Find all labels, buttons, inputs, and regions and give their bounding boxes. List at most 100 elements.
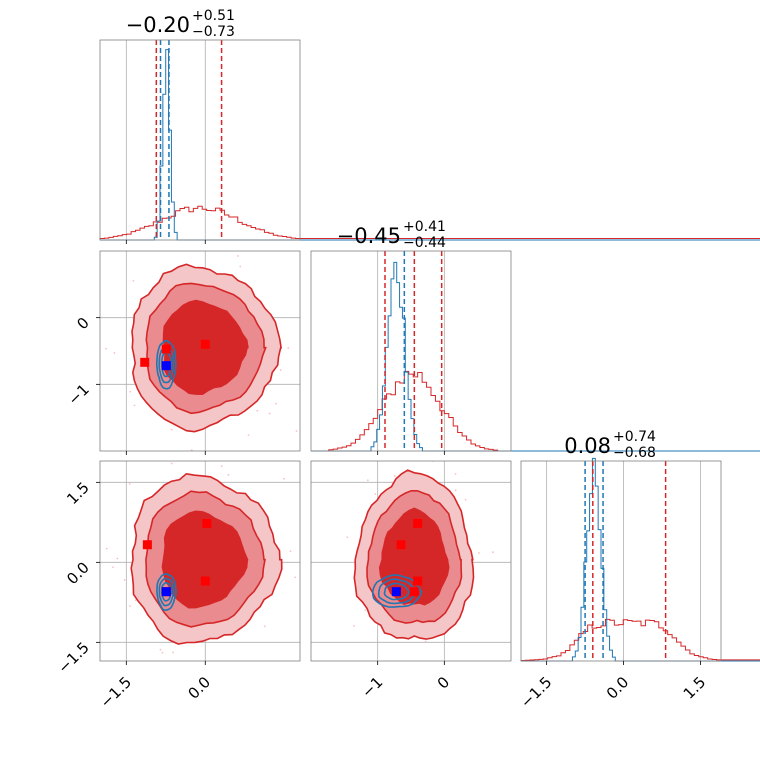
y-tick-label: 1.5 <box>63 478 93 508</box>
y-tick-label: −1.5 <box>54 638 92 676</box>
scatter-point <box>366 479 369 482</box>
scatter-point <box>113 352 116 354</box>
panel-frame-0-2 <box>99 460 301 662</box>
scatter-point <box>221 667 223 669</box>
scatter-point <box>393 475 396 477</box>
scatter-panel-0-2 <box>105 462 332 681</box>
scatter-point <box>394 665 396 667</box>
scatter-point <box>128 482 131 485</box>
scatter-point <box>225 477 227 479</box>
x-tick-label: 0.0 <box>184 673 214 703</box>
wide-contour-inner <box>378 507 450 606</box>
red-marker <box>202 518 212 528</box>
y-tick-label: 0.0 <box>63 558 93 588</box>
scatter-point <box>395 673 397 675</box>
scatter-point <box>134 599 137 602</box>
narrow-contour-1 <box>377 578 417 605</box>
title-plus: +0.51 <box>192 8 235 24</box>
scatter-point <box>161 651 164 654</box>
scatter-point <box>374 493 377 496</box>
scatter-panel-0-1 <box>105 255 309 479</box>
scatter-point <box>356 446 358 448</box>
scatter-point <box>395 424 397 426</box>
title-minus: −0.44 <box>403 235 446 251</box>
title-minus: −0.73 <box>192 24 235 40</box>
scatter-point <box>330 624 332 626</box>
narrow-histogram <box>521 457 760 662</box>
scatter-point <box>112 566 114 569</box>
red-marker <box>200 339 210 349</box>
grid-1-1 <box>377 251 445 451</box>
title-minus: −0.68 <box>613 445 656 461</box>
scatter-point <box>128 605 131 607</box>
scatter-point <box>123 578 126 581</box>
grid-2-2 <box>546 461 701 661</box>
red-marker <box>409 587 419 597</box>
scatter-point <box>211 472 213 474</box>
narrow-histogram <box>311 261 760 452</box>
panel-title-0: −0.20 +0.51−0.73 <box>126 8 235 40</box>
red-marker <box>200 576 210 586</box>
wide-histogram <box>520 618 760 661</box>
panel-frame-1-1 <box>310 250 512 452</box>
x-tick-label: 0.0 <box>603 673 633 703</box>
scatter-point <box>307 357 309 359</box>
narrow-contour-0 <box>160 351 172 378</box>
scatter-point <box>116 557 119 560</box>
scatter-point <box>295 430 298 432</box>
x-tick-label: −1 <box>358 673 386 701</box>
scatter-panel-1-2 <box>346 424 494 698</box>
scatter-point <box>256 409 259 412</box>
scatter-point <box>237 255 239 257</box>
narrow-histogram <box>100 49 760 241</box>
narrow-contour-2 <box>156 573 177 612</box>
wide-histogram <box>99 205 760 240</box>
scatter-point <box>294 576 296 579</box>
narrow-contour-2 <box>155 339 177 390</box>
scatter-point <box>263 625 266 628</box>
scatter-point <box>287 347 290 349</box>
panel-content <box>105 462 332 681</box>
wide-histogram <box>311 370 760 452</box>
title-value: −0.20 <box>126 13 190 37</box>
scatter-point <box>424 640 427 643</box>
narrow-contour-1 <box>158 577 175 607</box>
grid-0-0 <box>125 40 206 240</box>
narrow-contour-2 <box>371 574 423 608</box>
panels-layer: −0.20 +0.51−0.73−0.45 +0.41−0.440.08 +0.74−… <box>54 8 760 712</box>
panel-title-2: 0.08 +0.74−0.68 <box>564 429 656 461</box>
scatter-point <box>105 347 107 350</box>
scatter-point <box>227 473 230 476</box>
scatter-point <box>454 473 457 475</box>
scatter-point <box>222 679 224 681</box>
scatter-point <box>353 624 355 627</box>
red-marker <box>413 518 423 528</box>
scatter-point <box>275 402 277 405</box>
x-tick-label: −1.5 <box>97 673 135 711</box>
panel-content <box>105 255 309 479</box>
blue-marker <box>391 587 401 597</box>
scatter-point <box>380 431 382 433</box>
scatter-point <box>279 369 282 371</box>
y-tick-label: 0 <box>73 314 92 333</box>
title-plus: +0.41 <box>403 219 446 235</box>
scatter-point <box>268 412 271 415</box>
scatter-point <box>454 489 457 492</box>
panel-frame-0-1 <box>99 250 301 452</box>
scatter-point <box>346 536 349 539</box>
title-plus: +0.74 <box>613 429 656 445</box>
panel-content <box>346 424 494 698</box>
red-marker <box>413 576 423 586</box>
x-tick-label: −1.5 <box>517 673 555 711</box>
blue-marker <box>161 361 171 371</box>
scatter-point <box>478 552 480 554</box>
scatter-point <box>303 362 305 364</box>
panel-frame-2-2 <box>520 460 722 662</box>
scatter-point <box>364 609 367 611</box>
red-marker <box>140 357 150 367</box>
x-tick-label: 0 <box>434 673 453 692</box>
scatter-point <box>105 547 108 550</box>
scatter-point <box>450 696 452 698</box>
scatter-point <box>159 648 162 651</box>
